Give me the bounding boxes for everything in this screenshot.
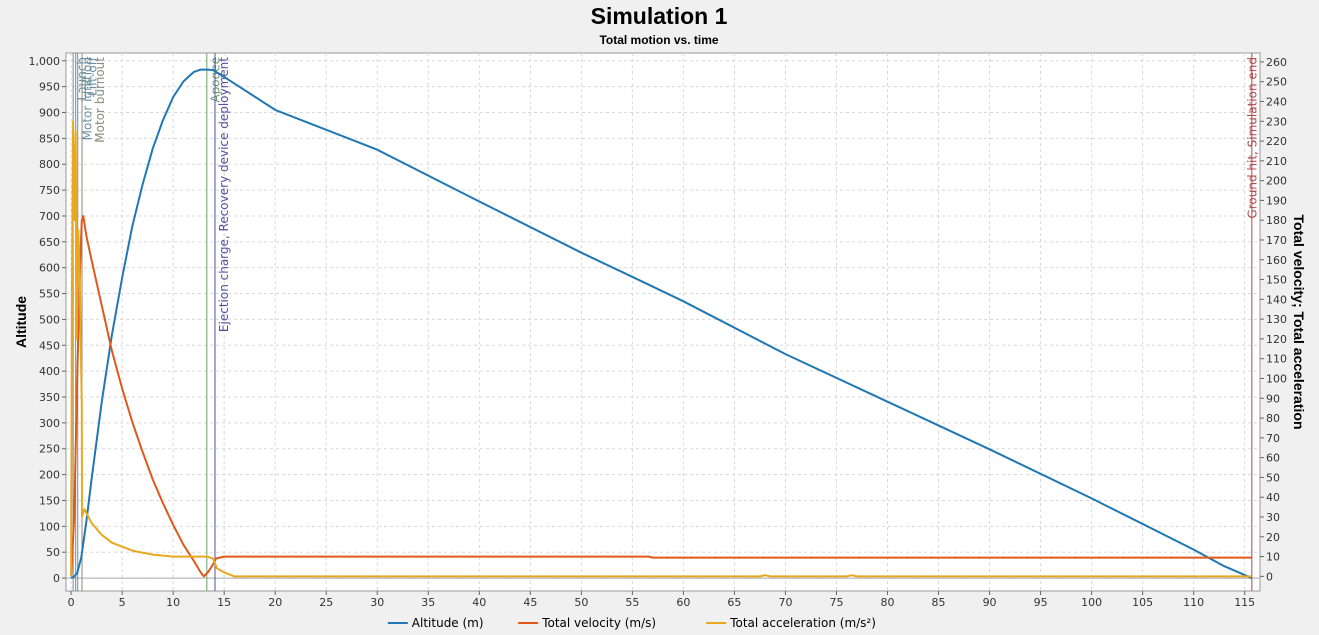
series-line: [70, 68, 1253, 580]
right-tick-label: 160: [1266, 254, 1287, 267]
left-tick-label: 400: [39, 365, 60, 378]
right-tick-label: 40: [1266, 491, 1280, 504]
left-tick-label: 950: [39, 81, 60, 94]
right-tick-label: 260: [1266, 56, 1287, 69]
grid: [66, 53, 1260, 591]
x-tick-label: 10: [166, 596, 180, 609]
right-tick-label: 230: [1266, 115, 1287, 128]
right-tick-label: 20: [1266, 531, 1280, 544]
right-tick-label: 70: [1266, 432, 1280, 445]
x-tick-label: 5: [119, 596, 126, 609]
right-axis-title: Total velocity; Total acceleration: [1291, 215, 1307, 430]
x-tick-label: 15: [217, 596, 231, 609]
left-axis-title: Altitude: [13, 296, 29, 348]
x-tick-label: 50: [574, 596, 588, 609]
left-tick-label: 750: [39, 184, 60, 197]
x-tick-label: 95: [1034, 596, 1048, 609]
left-tick-label: 600: [39, 262, 60, 275]
x-tick-label: 85: [932, 596, 946, 609]
legend-label: Altitude (m): [412, 616, 484, 630]
x-tick-label: 0: [68, 596, 75, 609]
right-tick-label: 60: [1266, 452, 1280, 465]
plot-area: [65, 52, 1261, 592]
right-tick-label: 80: [1266, 412, 1280, 425]
legend-label: Total acceleration (m/s²): [729, 616, 876, 630]
right-tick-label: 120: [1266, 333, 1287, 346]
left-tick-label: 250: [39, 443, 60, 456]
event-label: Apogee: [209, 57, 223, 103]
right-tick-label: 10: [1266, 551, 1280, 564]
right-tick-label: 210: [1266, 155, 1287, 168]
left-tick-label: 850: [39, 132, 60, 145]
x-tick-label: 80: [881, 596, 895, 609]
right-tick-label: 220: [1266, 135, 1287, 148]
right-tick-label: 90: [1266, 392, 1280, 405]
series-line: [70, 120, 1252, 578]
left-tick-label: 300: [39, 417, 60, 430]
x-tick-label: 105: [1132, 596, 1153, 609]
left-tick-label: 650: [39, 236, 60, 249]
legend: Altitude (m) Total velocity (m/s) Total ac…: [387, 616, 876, 630]
left-tick-label: 100: [39, 520, 60, 533]
right-tick-label: 140: [1266, 293, 1287, 306]
event-label: Motor ignition: [80, 57, 94, 140]
x-tick-label: 75: [829, 596, 843, 609]
x-tick-label: 70: [778, 596, 792, 609]
right-tick-label: 200: [1266, 175, 1287, 188]
x-tick-label: 25: [319, 596, 333, 609]
right-tick-label: 30: [1266, 511, 1280, 524]
event-label: Motor burnout: [93, 57, 107, 143]
x-tick-label: 115: [1234, 596, 1255, 609]
left-tick-label: 350: [39, 391, 60, 404]
right-tick-label: 240: [1266, 95, 1287, 108]
axes: 0 5 10 15 20 25 30 35 40 45 50 55 60 65 70 75 80 85 90 95 10…: [29, 55, 1288, 609]
right-tick-label: 150: [1266, 274, 1287, 287]
right-tick-label: 0: [1266, 570, 1273, 583]
left-tick-label: 0: [53, 572, 60, 585]
left-tick-label: 550: [39, 288, 60, 301]
event-label: Ground hit, Simulation end: [1246, 57, 1260, 219]
right-tick-label: 100: [1266, 372, 1287, 385]
x-tick-label: 35: [421, 596, 435, 609]
left-tick-label: 150: [39, 494, 60, 507]
x-tick-label: 40: [472, 596, 486, 609]
left-tick-label: 900: [39, 106, 60, 119]
x-tick-label: 90: [983, 596, 997, 609]
right-tick-label: 130: [1266, 313, 1287, 326]
right-tick-label: 170: [1266, 234, 1287, 247]
left-tick-label: 1,000: [29, 55, 61, 68]
left-tick-label: 500: [39, 313, 60, 326]
series-line: [70, 215, 1252, 578]
event-label: Ejection charge, Recovery device deploym…: [217, 57, 231, 332]
legend-label: Total velocity (m/s): [541, 616, 656, 630]
left-tick-label: 200: [39, 469, 60, 482]
left-tick-label: 700: [39, 210, 60, 223]
right-tick-label: 190: [1266, 194, 1287, 207]
x-tick-label: 45: [523, 596, 537, 609]
x-tick-label: 110: [1183, 596, 1204, 609]
x-tick-label: 65: [727, 596, 741, 609]
x-tick-label: 30: [370, 596, 384, 609]
series-lines: [70, 68, 1253, 580]
left-tick-label: 800: [39, 158, 60, 171]
x-tick-label: 100: [1081, 596, 1102, 609]
right-tick-label: 250: [1266, 76, 1287, 89]
x-tick-label: 55: [625, 596, 639, 609]
right-tick-label: 180: [1266, 214, 1287, 227]
left-tick-label: 450: [39, 339, 60, 352]
x-tick-label: 20: [268, 596, 282, 609]
chart-subtitle: Total motion vs. time: [599, 33, 718, 47]
right-tick-label: 110: [1266, 353, 1287, 366]
event-label: Lift-off: [86, 56, 100, 96]
left-tick-label: 50: [46, 546, 60, 559]
x-tick-label: 60: [676, 596, 690, 609]
chart-title: Simulation 1: [591, 3, 728, 29]
right-tick-label: 50: [1266, 471, 1280, 484]
